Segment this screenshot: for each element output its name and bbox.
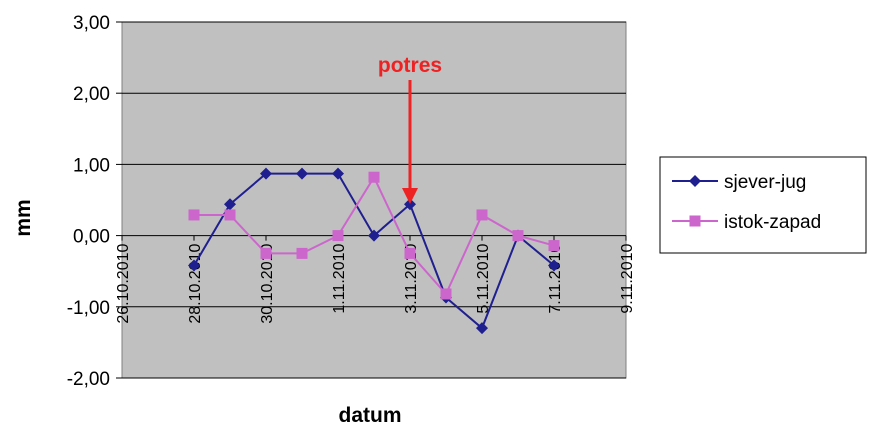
y-axis-ticks: 3,00 2,00 1,00 0,00 -1,00 -2,00 [67,13,122,390]
legend-label: istok-zapad [724,212,821,233]
x-tick-label: 9.11.2010 [619,244,636,314]
data-point [441,288,452,299]
x-tick-label: 26.10.2010 [115,243,132,323]
legend: sjever-jug istok-zapad [660,157,866,253]
y-axis-title: mm [12,199,35,236]
y-tick-label: 3,00 [73,13,110,34]
y-tick-label: 2,00 [73,84,110,105]
data-point [297,248,308,259]
x-tick-label: 7.11.2010 [547,244,564,314]
x-axis-title: datum [339,404,402,427]
y-tick-label: 1,00 [73,155,110,176]
y-tick-label: 0,00 [73,227,110,248]
y-tick-label: -2,00 [67,369,110,390]
legend-swatch-marker [690,216,701,227]
legend-label: sjever-jug [724,172,806,193]
data-point [405,248,416,259]
data-point [225,209,236,220]
data-point [189,209,200,220]
data-point [261,248,272,259]
data-point [549,240,560,251]
x-tick-label: 28.10.2010 [187,243,204,323]
annotation-label: potres [378,54,442,77]
data-point [333,230,344,241]
x-tick-label: 1.11.2010 [331,244,348,314]
x-tick-label: 5.11.2010 [475,244,492,314]
data-point [477,209,488,220]
data-point [369,172,380,183]
y-tick-label: -1,00 [67,298,110,319]
data-point [513,230,524,241]
